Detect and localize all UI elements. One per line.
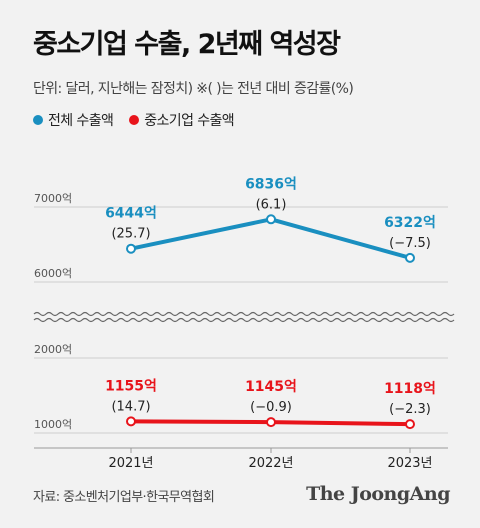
data-change-label: (−7.5): [389, 236, 431, 251]
chart-subtitle: 단위: 달러, 지난해는 잠정치) ※( )는 전년 대비 증감률(%): [33, 81, 354, 97]
x-tick-label: 2023년: [387, 456, 432, 471]
data-value-label: 1145억: [245, 379, 297, 395]
data-point: [266, 417, 276, 428]
data-change-label: (25.7): [111, 227, 150, 242]
x-tick-label: 2022년: [248, 456, 293, 471]
data-point: [126, 243, 136, 254]
axis-break-wave: [33, 311, 455, 317]
legend-label-total: 전체 수출액: [48, 113, 114, 129]
series-line-total: [130, 217, 411, 260]
legend-dot-total: [33, 115, 43, 125]
brand-logo: The JoongAng: [306, 483, 450, 505]
y-tick-label: 2000억: [34, 343, 72, 356]
x-tick-label: 2021년: [108, 456, 153, 471]
data-value-label: 6322억: [384, 215, 436, 231]
data-value-label: 6836억: [245, 176, 297, 192]
data-value-label: 6444억: [105, 206, 157, 222]
legend: 전체 수출액 중소기업 수출액: [33, 110, 235, 130]
y-tick-label: 7000억: [34, 192, 72, 205]
data-point: [126, 416, 136, 427]
data-change-label: (14.7): [111, 399, 150, 414]
legend-item-total: 전체 수출액: [33, 110, 114, 130]
data-value-label: 1155억: [105, 378, 157, 394]
legend-label-sme: 중소기업 수출액: [144, 113, 235, 129]
data-change-label: (−0.9): [250, 400, 292, 415]
source-note: 자료: 중소벤처기업부·한국무역협회: [33, 490, 215, 505]
data-point: [266, 214, 276, 225]
chart-title: 중소기업 수출, 2년째 역성장: [33, 29, 341, 60]
data-point: [405, 419, 415, 430]
y-tick-label: 1000억: [34, 418, 72, 431]
data-point: [405, 252, 415, 263]
data-change-label: (6.1): [256, 197, 287, 212]
data-value-label: 1118억: [384, 381, 436, 397]
y-tick-label: 6000억: [34, 267, 72, 280]
data-change-label: (−2.3): [389, 402, 431, 417]
axis-break-wave: [33, 317, 455, 323]
legend-item-sme: 중소기업 수출액: [129, 110, 235, 130]
legend-dot-sme: [129, 115, 140, 125]
